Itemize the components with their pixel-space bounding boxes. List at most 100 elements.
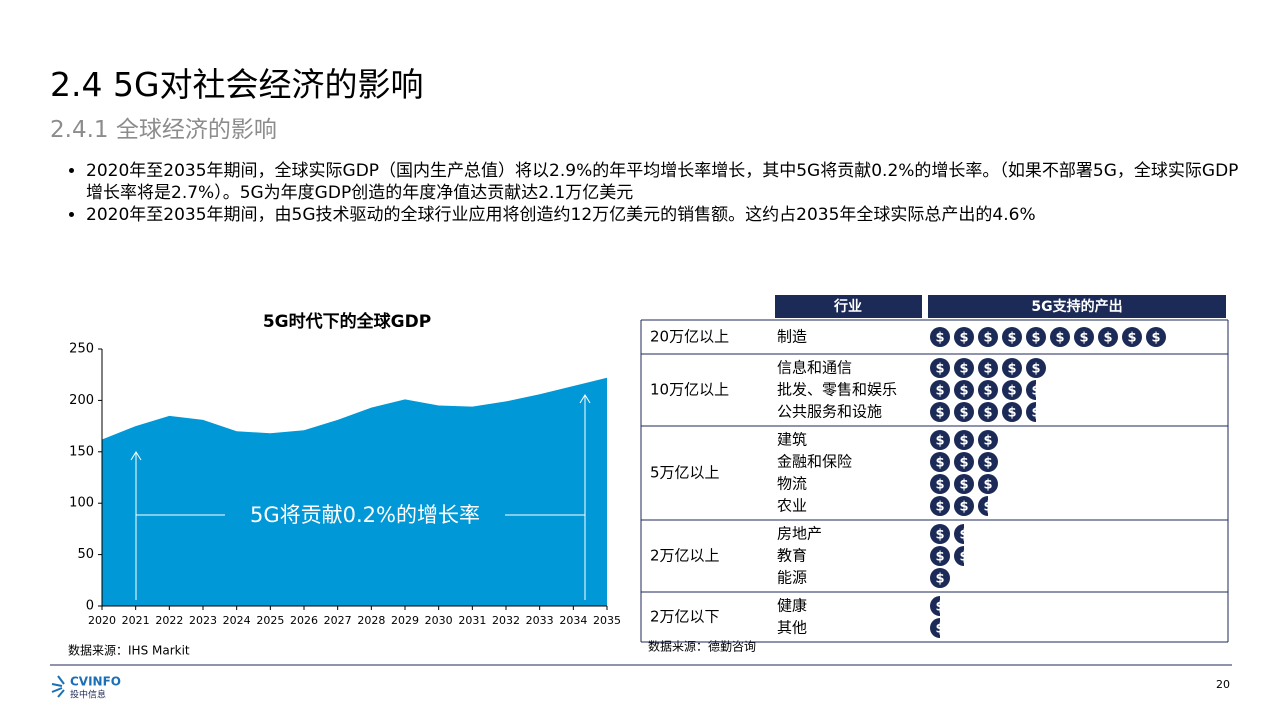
coin-symbol: $	[935, 384, 944, 399]
coin-row: $ $ $	[930, 496, 992, 516]
annotation-arrow	[579, 394, 591, 600]
coin: $	[954, 524, 968, 544]
coin: $	[954, 402, 974, 422]
coin-disc	[978, 327, 998, 347]
coin-disc	[930, 546, 950, 566]
coin: $	[1002, 380, 1022, 400]
coin-symbol: $	[1007, 406, 1016, 421]
coin-symbol: $	[959, 478, 968, 493]
coin-disc	[978, 358, 998, 378]
coin-symbol: $	[935, 362, 944, 377]
bullet-list: 2020年至2035年期间，全球实际GDP（国内生产总值）将以2.9%的年平均增…	[58, 160, 1246, 226]
industry-label: 信息和通信	[777, 359, 852, 377]
logo-subtext: 投中信息	[70, 689, 106, 701]
group-label: 2万亿以下	[650, 608, 720, 626]
industry-label: 教育	[777, 547, 807, 565]
coin-row: $	[930, 596, 944, 616]
coin: $	[978, 474, 998, 494]
coin-symbol: $	[959, 456, 968, 471]
coin-symbol: $	[959, 406, 968, 421]
table-source: 数据来源：德勤咨询	[648, 639, 756, 654]
coin-disc	[954, 452, 974, 472]
coin: $	[978, 380, 998, 400]
coin: $	[1026, 327, 1046, 347]
coin: $	[1098, 327, 1118, 347]
coin-disc	[1050, 327, 1070, 347]
coin-disc	[978, 496, 988, 516]
coin-symbol: $	[1103, 331, 1112, 346]
coin: $	[930, 496, 950, 516]
coin: $	[954, 358, 974, 378]
coin: $	[1026, 402, 1036, 422]
coin-row: $ $	[930, 524, 968, 544]
x-tick-label: 2032	[492, 614, 520, 627]
coin-symbol: $	[959, 434, 968, 449]
coin-disc	[954, 546, 964, 566]
coin: $	[1002, 327, 1022, 347]
coin: $	[930, 327, 950, 347]
coin: $	[954, 546, 968, 566]
coin-disc	[1146, 327, 1166, 347]
coin-symbol: $	[1079, 331, 1088, 346]
coin-disc	[978, 430, 998, 450]
coin-symbol: $	[1151, 331, 1160, 346]
coin: $	[930, 358, 950, 378]
area	[102, 377, 607, 606]
x-tick-label: 2034	[559, 614, 587, 627]
bullet: 2020年至2035年期间，由5G技术驱动的全球行业应用将创造约12万亿美元的销…	[86, 204, 1246, 226]
coin: $	[930, 596, 944, 616]
x-tick-label: 2024	[223, 614, 251, 627]
coin-symbol: $	[983, 384, 992, 399]
coin-symbol: $	[935, 456, 944, 471]
coin: $	[1146, 327, 1166, 347]
coin: $	[930, 430, 950, 450]
x-tick-label: 2035	[593, 614, 621, 627]
coin-disc	[930, 496, 950, 516]
x-tick-label: 2023	[189, 614, 217, 627]
coin: $	[930, 380, 950, 400]
industry-label: 物流	[777, 475, 807, 493]
coin: $	[978, 430, 998, 450]
x-tick-label: 2025	[256, 614, 284, 627]
group-label: 5万亿以上	[650, 464, 720, 482]
x-tick-label: 2031	[458, 614, 486, 627]
annotation: 5G将贡献0.2%的增长率	[250, 503, 480, 527]
coin: $	[978, 402, 998, 422]
chart-source: 数据来源：IHS Markit	[68, 643, 190, 658]
coin-disc	[930, 358, 950, 378]
coin: $	[1002, 402, 1022, 422]
coin-symbol: $	[1031, 362, 1040, 377]
coin: $	[978, 358, 998, 378]
coin-disc	[1026, 358, 1046, 378]
industry-label: 金融和保险	[777, 453, 852, 471]
x-tick-label: 2029	[391, 614, 419, 627]
coin-disc	[978, 380, 998, 400]
coin-symbol: $	[959, 550, 968, 565]
page-number: 20	[1216, 678, 1230, 691]
coin-symbol: $	[959, 528, 968, 543]
header-cell	[928, 295, 1226, 318]
coin-symbol: $	[935, 500, 944, 515]
slide-title: 2.4 5G对社会经济的影响	[50, 65, 424, 104]
coin: $	[978, 452, 998, 472]
x-tick-label: 2030	[425, 614, 453, 627]
header-cell	[775, 295, 922, 318]
coin-disc	[930, 568, 950, 588]
coin: $	[954, 430, 974, 450]
coin-symbol: $	[935, 528, 944, 543]
annotation-arrow	[130, 451, 142, 600]
header-label: 5G支持的产出	[1031, 298, 1122, 315]
coin-row: $ $ $	[930, 474, 998, 494]
coin-symbol: $	[935, 478, 944, 493]
coin-disc	[954, 402, 974, 422]
slide-subtitle: 2.4.1 全球经济的影响	[50, 117, 277, 143]
coin-symbol: $	[983, 500, 992, 515]
coin-symbol: $	[1031, 331, 1040, 346]
y-tick-label: 250	[69, 342, 94, 357]
coin-symbol: $	[935, 600, 944, 615]
coin-symbol: $	[983, 362, 992, 377]
coin-disc	[978, 402, 998, 422]
coin: $	[930, 568, 950, 588]
coin-symbol: $	[935, 622, 944, 637]
